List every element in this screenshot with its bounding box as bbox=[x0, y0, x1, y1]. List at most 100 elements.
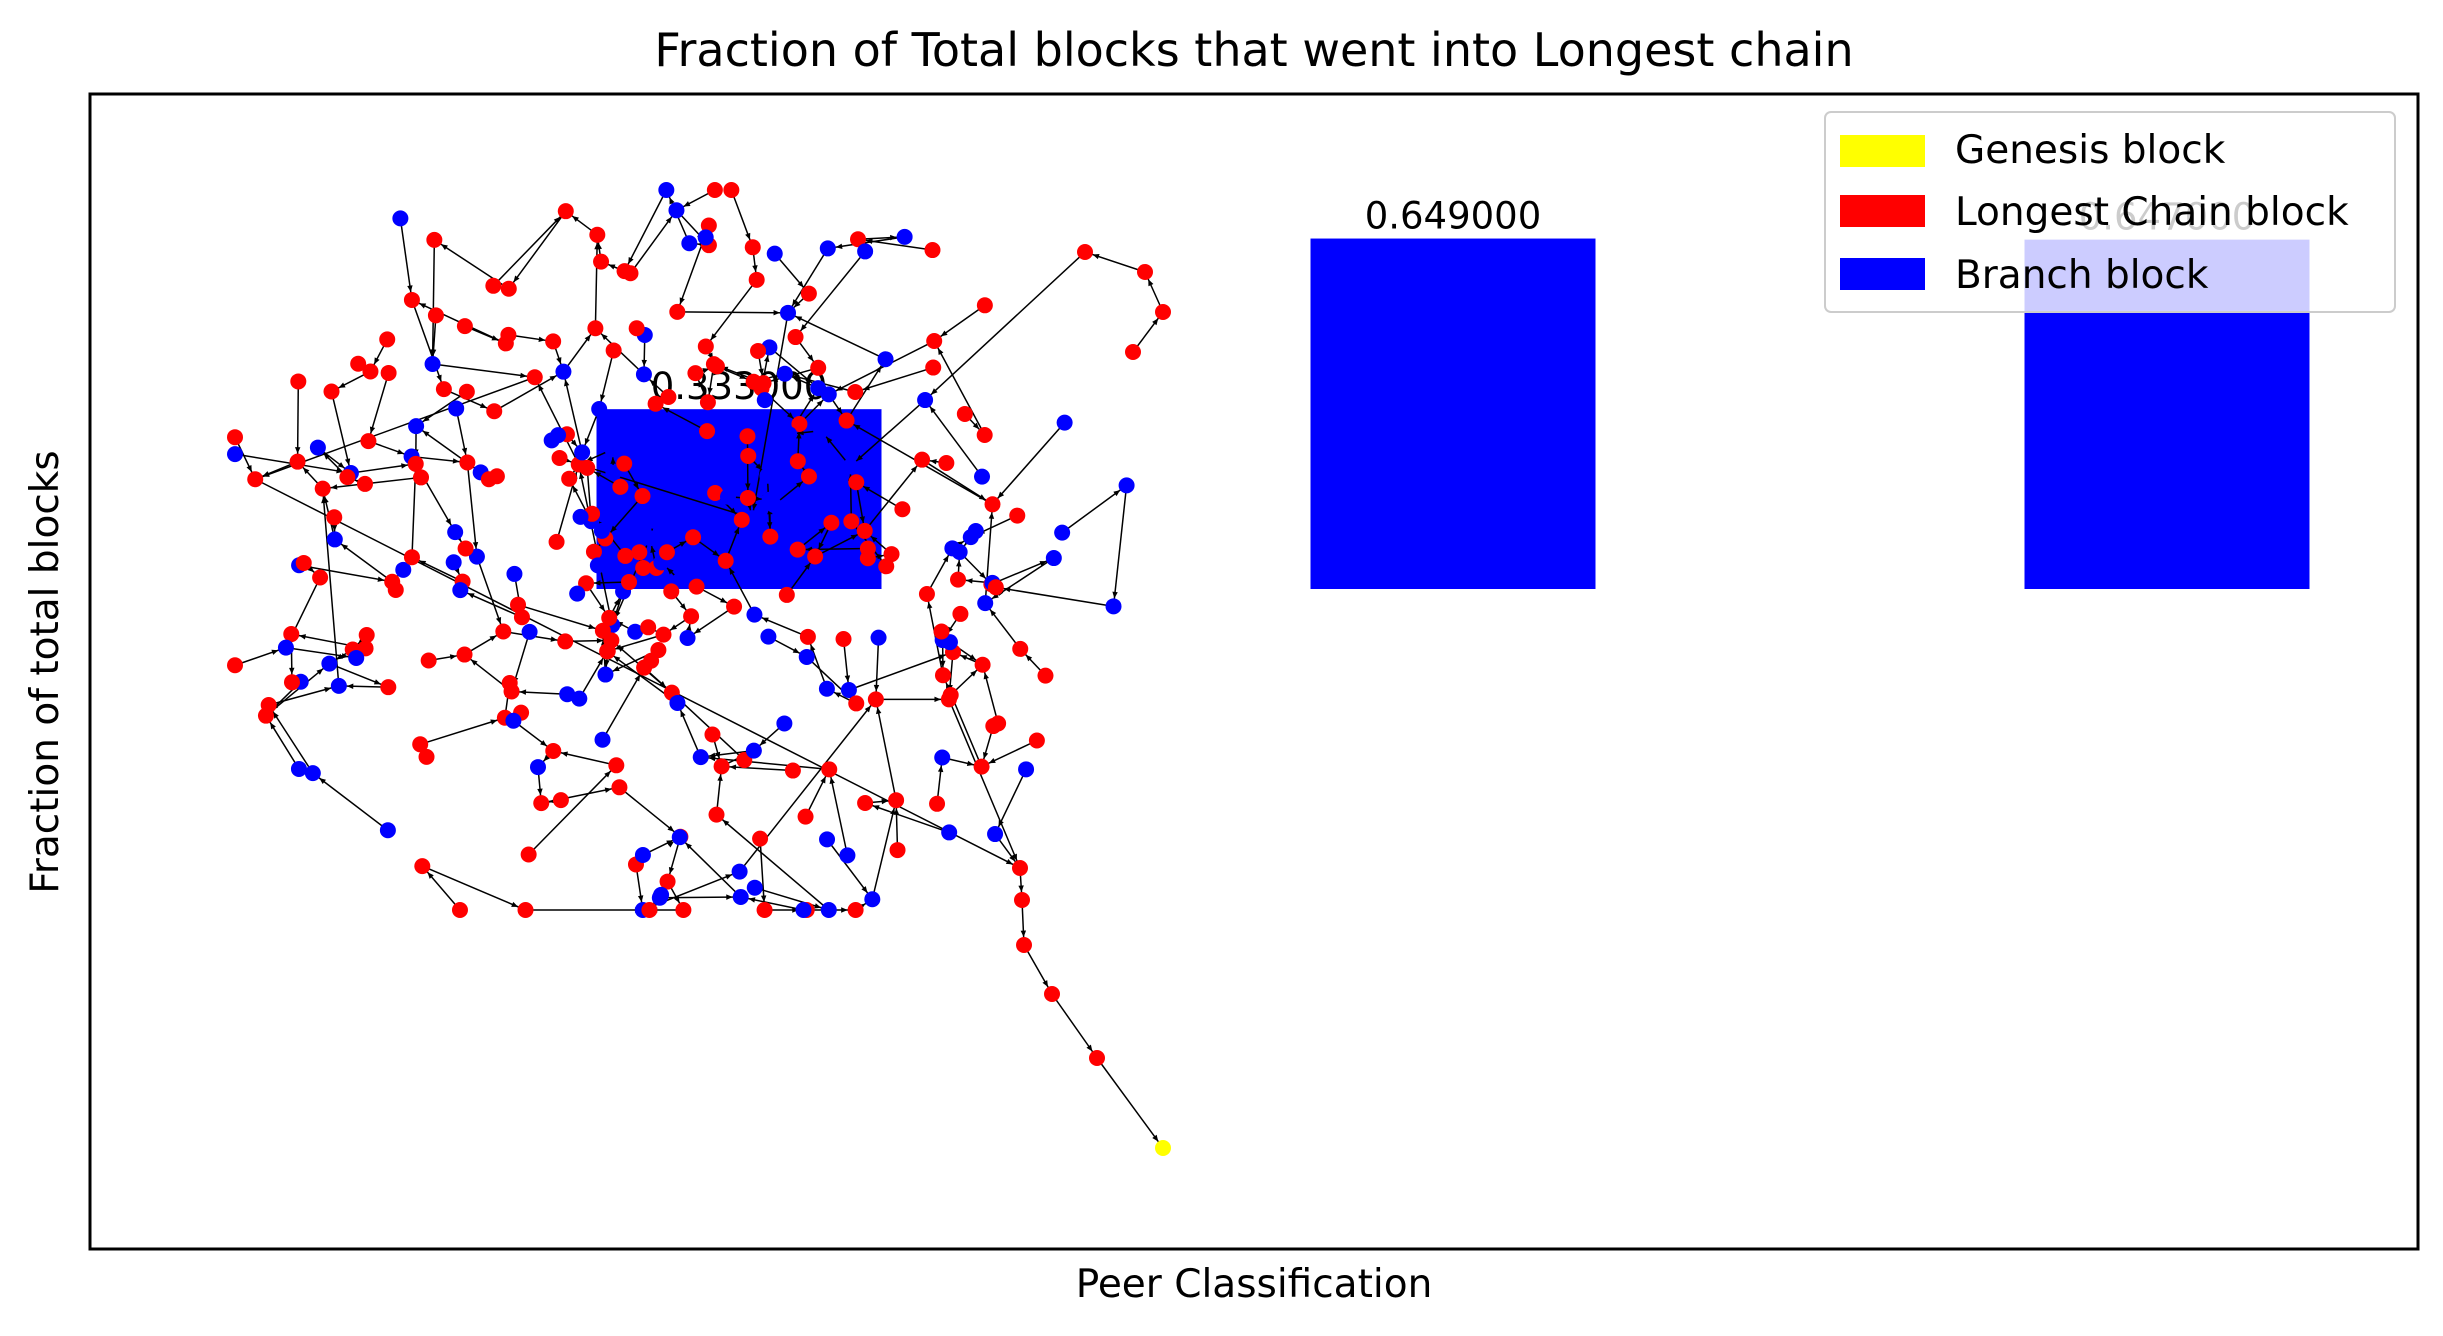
longest-chain-node bbox=[403, 291, 420, 308]
branch-node bbox=[658, 182, 675, 198]
longest-chain-node bbox=[485, 277, 502, 294]
graph-edge bbox=[534, 376, 580, 465]
longest-chain-node bbox=[797, 808, 814, 825]
graph-edge-arrow bbox=[910, 465, 918, 473]
longest-chain-node bbox=[486, 403, 503, 420]
longest-chain-node bbox=[789, 453, 806, 470]
longest-chain-node bbox=[451, 902, 468, 918]
graph-edge bbox=[751, 312, 789, 519]
graph-edge-arrow bbox=[561, 751, 568, 757]
graph-edge-arrow bbox=[289, 667, 295, 675]
graph-edge bbox=[312, 772, 389, 831]
longest-chain-node bbox=[838, 412, 855, 429]
longest-chain-node bbox=[420, 652, 437, 669]
graph-edge-arrow bbox=[972, 422, 980, 430]
longest-chain-node bbox=[456, 318, 473, 335]
graph-edge-arrow bbox=[820, 776, 826, 784]
branch-node bbox=[839, 847, 856, 864]
graph-edge-arrow bbox=[1020, 930, 1027, 938]
longest-chain-node bbox=[1137, 264, 1153, 280]
graph-edge bbox=[298, 564, 393, 583]
graph-edge-arrow bbox=[759, 738, 767, 746]
graph-edge-arrow bbox=[835, 243, 843, 249]
branch-node bbox=[746, 606, 763, 623]
graph-edge-arrow bbox=[1152, 1134, 1159, 1142]
branch-node bbox=[627, 623, 644, 640]
branch-node bbox=[651, 889, 668, 906]
longest-chain-node bbox=[655, 626, 672, 643]
graph-edge-arrow bbox=[564, 379, 570, 387]
graph-edge-arrow bbox=[449, 654, 457, 660]
graph-edge-arrow bbox=[634, 674, 641, 682]
graph-edge bbox=[924, 399, 983, 478]
graph-edge bbox=[411, 299, 445, 390]
longest-chain-node bbox=[497, 335, 514, 352]
longest-chain-node bbox=[380, 364, 397, 381]
branch-node bbox=[1105, 598, 1122, 615]
longest-chain-node bbox=[894, 501, 911, 518]
graph-edge-arrow bbox=[294, 447, 301, 454]
graph-edge-arrow bbox=[319, 777, 326, 785]
longest-chain-node bbox=[807, 548, 824, 565]
graph-edge-arrow bbox=[604, 787, 612, 793]
graph-edge-arrow bbox=[336, 653, 344, 660]
graph-edge-arrow bbox=[748, 897, 756, 903]
graph-edge-arrow bbox=[1009, 854, 1016, 862]
longest-chain-node bbox=[707, 485, 724, 502]
graph-edge-arrow bbox=[316, 668, 324, 675]
longest-chain-node bbox=[545, 333, 562, 350]
longest-chain-node bbox=[708, 806, 725, 823]
graph-edge bbox=[849, 399, 926, 467]
graph-edge-arrow bbox=[965, 578, 973, 584]
longest-chain-node bbox=[750, 342, 767, 359]
branch-node bbox=[751, 514, 768, 531]
graph-edge-arrow bbox=[1152, 318, 1159, 326]
graph-edge-arrow bbox=[662, 407, 670, 413]
graph-edge-arrow bbox=[760, 895, 767, 903]
branch-node bbox=[944, 540, 961, 557]
graph-edge-arrow bbox=[594, 580, 601, 586]
graph-edge-arrow bbox=[337, 462, 345, 469]
longest-chain-node bbox=[1012, 640, 1029, 657]
branch-node bbox=[321, 655, 338, 672]
longest-chain-node bbox=[501, 674, 518, 691]
graph-edge-arrow bbox=[988, 757, 996, 764]
graph-edge-arrow bbox=[745, 483, 751, 490]
graph-edge-arrow bbox=[549, 375, 557, 382]
branch-node bbox=[448, 400, 465, 417]
graph-edge-arrow bbox=[722, 819, 730, 827]
graph-edge bbox=[933, 340, 986, 436]
graph-edge-arrow bbox=[1112, 591, 1118, 599]
graph-edge-arrow bbox=[1039, 561, 1047, 567]
longest-chain-node bbox=[699, 423, 716, 440]
graph-edges bbox=[234, 189, 1164, 1149]
graph-edge-arrow bbox=[797, 280, 804, 288]
graph-edge-arrow bbox=[850, 534, 858, 540]
graph-edge-arrow bbox=[960, 655, 968, 661]
legend-swatch-branch bbox=[1840, 258, 1925, 290]
graph-edge-arrow bbox=[714, 751, 721, 759]
graph-edge-arrow bbox=[807, 354, 814, 362]
branch-node bbox=[759, 467, 776, 484]
longest-chain-node bbox=[247, 471, 264, 488]
graph-edge-arrow bbox=[844, 675, 851, 683]
branch-node bbox=[348, 649, 365, 666]
branch-node bbox=[671, 829, 688, 846]
graph-edge-arrow bbox=[665, 216, 672, 224]
branch-node bbox=[987, 826, 1004, 843]
branch-node bbox=[646, 512, 663, 529]
longest-chain-node bbox=[413, 469, 430, 486]
longest-chain-node bbox=[762, 528, 779, 545]
graph-edge-arrow bbox=[990, 609, 997, 617]
branch-node bbox=[326, 531, 343, 548]
graph-edge-arrow bbox=[341, 544, 349, 551]
graph-edge-arrow bbox=[729, 507, 737, 515]
graph-edge bbox=[623, 189, 668, 272]
longest-chain-node bbox=[883, 546, 900, 563]
branch-node bbox=[967, 523, 984, 540]
branch-node bbox=[977, 595, 994, 612]
longest-chain-node bbox=[847, 902, 864, 918]
graph-edge-arrow bbox=[814, 903, 822, 909]
branch-node bbox=[604, 441, 621, 458]
